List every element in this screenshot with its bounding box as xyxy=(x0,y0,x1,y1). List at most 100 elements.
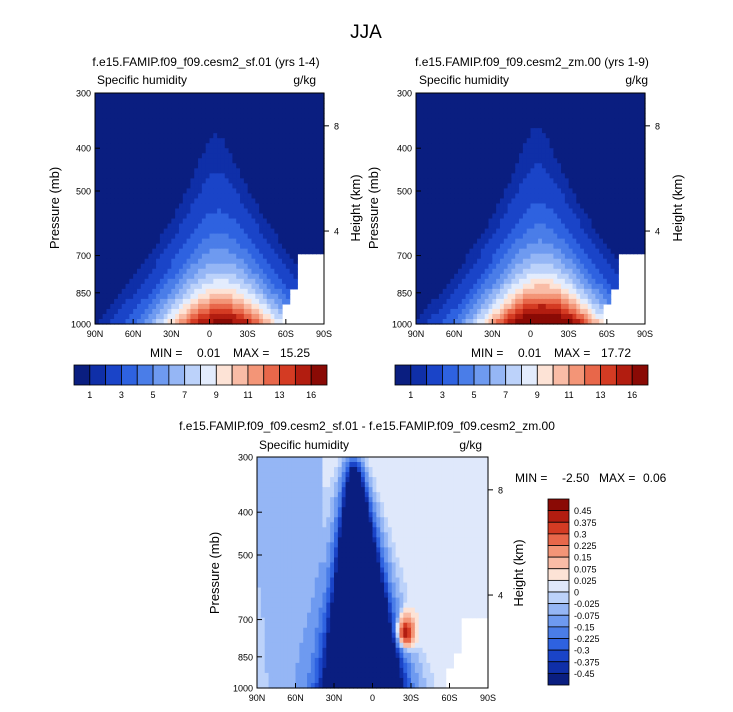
field-cell xyxy=(499,178,505,184)
field-cell xyxy=(110,253,115,260)
field-cell xyxy=(427,103,432,109)
field-cell xyxy=(255,283,260,290)
field-cell xyxy=(190,308,195,315)
field-cell xyxy=(622,228,627,235)
field-cell xyxy=(140,128,146,134)
field-cell xyxy=(282,228,287,235)
field-cell xyxy=(133,108,138,114)
field-cell xyxy=(125,208,130,215)
field-cell xyxy=(95,113,100,119)
field-cell xyxy=(633,158,638,164)
field-cell xyxy=(610,228,616,235)
field-cell xyxy=(114,188,119,195)
field-cell xyxy=(117,273,123,280)
field-cell xyxy=(175,298,180,305)
field-cell xyxy=(625,198,631,205)
field-cell xyxy=(236,318,241,325)
field-cell xyxy=(171,288,176,295)
field-cell xyxy=(469,248,474,255)
field-cell xyxy=(114,293,119,300)
field-cell xyxy=(530,193,535,200)
field-cell xyxy=(205,193,211,200)
field-cell xyxy=(156,183,161,190)
field-cell xyxy=(496,128,501,134)
field-cell xyxy=(133,318,138,325)
field-cell xyxy=(224,203,230,210)
field-cell xyxy=(427,168,432,174)
field-cell xyxy=(561,193,566,200)
field-cell xyxy=(583,148,589,154)
field-cell xyxy=(133,98,138,104)
field-cell xyxy=(232,273,237,280)
field-cell xyxy=(603,103,608,109)
field-cell xyxy=(220,128,226,134)
field-cell xyxy=(503,128,509,134)
field-cell xyxy=(228,223,233,230)
field-cell xyxy=(144,98,150,104)
field-cell xyxy=(629,133,635,139)
field-cell xyxy=(136,283,142,290)
field-cell xyxy=(503,213,509,220)
field-cell xyxy=(251,173,256,179)
field-cell xyxy=(270,193,275,200)
field-cell xyxy=(595,173,600,179)
field-cell xyxy=(201,118,207,124)
field-cell xyxy=(266,268,272,275)
field-cell xyxy=(496,203,501,210)
field-cell xyxy=(148,223,153,230)
field-cell xyxy=(583,153,589,159)
field-cell xyxy=(228,143,233,149)
field-cell xyxy=(243,288,249,295)
field-cell xyxy=(178,303,184,310)
field-cell xyxy=(190,278,195,285)
field-cell xyxy=(419,148,425,154)
field-cell xyxy=(457,158,463,164)
field-cell xyxy=(213,288,218,295)
field-cell xyxy=(117,268,123,275)
field-cell xyxy=(496,168,501,174)
field-cell xyxy=(507,198,513,205)
field-cell xyxy=(209,178,214,184)
field-cell xyxy=(270,113,275,119)
field-cell xyxy=(194,178,199,184)
field-cell xyxy=(312,228,317,235)
field-cell xyxy=(232,318,237,325)
field-cell xyxy=(625,123,631,129)
field-cell xyxy=(243,153,249,159)
field-cell xyxy=(201,273,207,280)
field-cell xyxy=(293,148,298,154)
field-cell xyxy=(629,223,635,230)
field-cell xyxy=(442,268,448,275)
field-cell xyxy=(553,103,558,109)
field-cell xyxy=(519,133,524,139)
field-cell xyxy=(561,118,566,124)
field-cell xyxy=(178,208,184,215)
field-cell xyxy=(251,158,256,164)
field-cell xyxy=(274,228,279,235)
field-cell xyxy=(534,248,539,255)
field-cell xyxy=(167,98,172,104)
field-cell xyxy=(236,193,241,200)
field-cell xyxy=(564,248,570,255)
field-cell xyxy=(438,163,444,169)
field-cell xyxy=(549,273,554,280)
field-cell xyxy=(484,163,490,169)
field-cell xyxy=(232,268,237,275)
field-cell xyxy=(175,248,180,255)
field-cell xyxy=(259,173,264,179)
field-cell xyxy=(583,123,589,129)
field-cell xyxy=(274,243,279,250)
field-cell xyxy=(259,303,264,310)
field-cell xyxy=(473,203,478,210)
field-cell xyxy=(152,293,157,300)
field-cell xyxy=(304,193,310,200)
field-cell xyxy=(255,133,260,139)
field-cell xyxy=(182,273,188,280)
field-cell xyxy=(228,158,233,164)
field-cell xyxy=(469,218,474,225)
field-cell xyxy=(614,203,619,210)
field-cell xyxy=(251,128,256,134)
field-cell xyxy=(457,118,463,124)
field-cell xyxy=(178,98,184,104)
panel-2-variable-label: Specific humidity xyxy=(419,73,509,87)
